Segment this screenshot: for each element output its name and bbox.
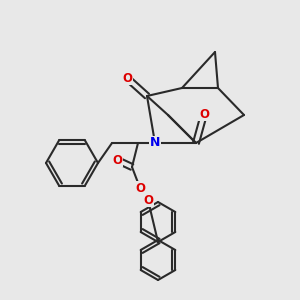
Text: O: O: [112, 154, 122, 166]
Text: O: O: [199, 107, 209, 121]
Text: O: O: [143, 194, 153, 206]
Text: N: N: [150, 136, 160, 149]
Text: O: O: [122, 71, 132, 85]
Text: O: O: [135, 182, 145, 194]
